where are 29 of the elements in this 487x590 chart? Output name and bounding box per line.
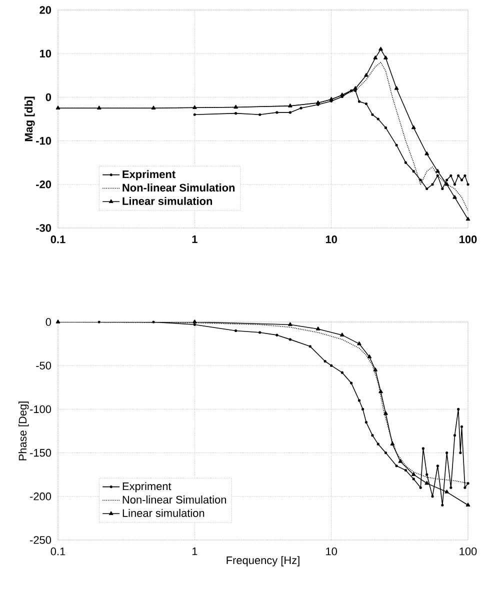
x-tick-label: 100 [460,548,477,556]
legend-label: Non-linear Simulation [122,496,226,504]
legend-label: Expriment [122,482,172,492]
y-tick-label: -10 [36,136,52,145]
x-axis-title: Frequency [Hz] [226,556,300,566]
y-tick-label: 0 [46,318,52,326]
x-tick-label: 10 [326,236,337,244]
legend-label: Linear simulation [122,196,212,205]
y-tick-label: -200 [30,492,52,500]
x-tick-label: 1 [192,548,198,556]
x-tick-label: 100 [460,236,477,244]
x-tick-label: 10 [326,548,337,556]
y-tick-label: -250 [30,536,52,544]
y-axis-title: Mag [db] [24,96,35,142]
y-tick-label: -100 [30,405,52,414]
x-tick-label: 0.1 [50,236,66,244]
y-tick-label: 0 [46,93,52,102]
legend-label: Expriment [122,170,176,180]
x-tick-label: 0.1 [50,548,66,556]
y-tick-label: -20 [36,180,52,188]
y-tick-label: -150 [30,448,52,457]
y-tick-label: -50 [36,362,52,370]
legend-label: Non-linear Simulation [122,184,235,192]
y-tick-label: 20 [40,6,52,14]
y-axis-title: Phase [Deg] [18,402,29,460]
x-tick-label: 1 [192,236,198,244]
y-tick-label: -30 [36,224,52,232]
legend-label: Linear simulation [122,508,204,517]
y-tick-label: 10 [40,50,52,58]
